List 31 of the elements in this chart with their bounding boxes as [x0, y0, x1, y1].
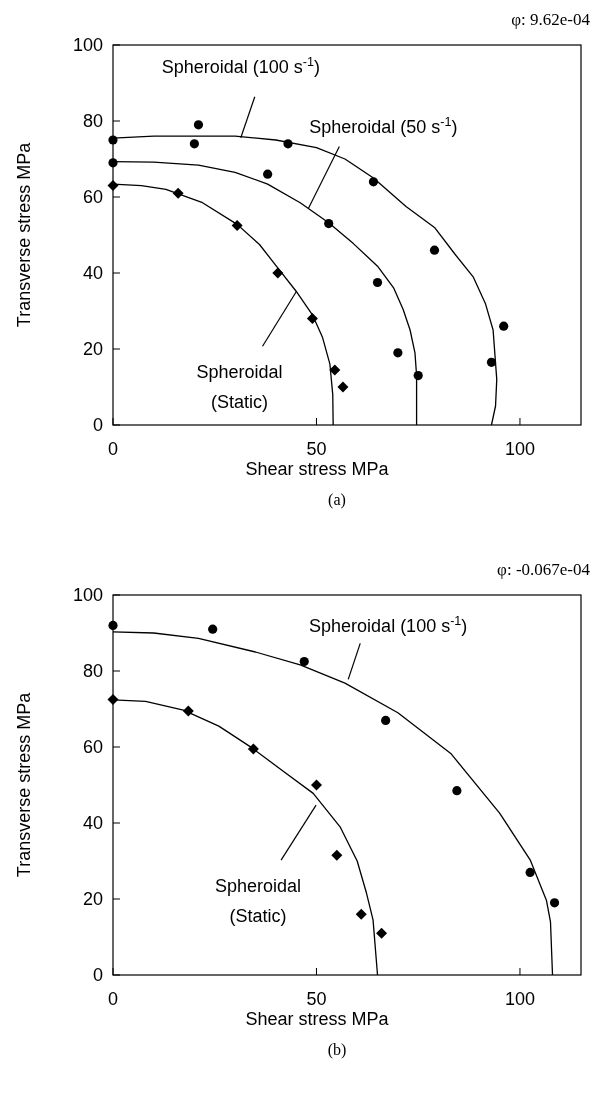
y-tick-label: 100 — [72, 585, 103, 605]
chart-title: φ: -0.067e-04 — [497, 560, 591, 579]
y-tick-label: 20 — [82, 889, 103, 909]
y-tick-label: 40 — [82, 263, 103, 283]
x-tick-label: 100 — [504, 989, 535, 1009]
text: (b) — [327, 1041, 347, 1059]
y-tick-label: 80 — [82, 111, 103, 131]
x-axis-title: Shear stress MPa — [245, 459, 390, 479]
x-axis-title: Shear stress MPa — [245, 1009, 390, 1029]
annotation: Spheroidal (Static) — [196, 362, 283, 413]
y-tick-label: 0 — [92, 965, 103, 985]
y-tick-label: 60 — [82, 737, 103, 757]
y-axis-title: Transverse stress MPa — [14, 141, 34, 328]
x-tick-label: 0 — [107, 439, 119, 459]
chart-title: φ: 9.62e-04 — [511, 10, 591, 29]
y-tick-label: 60 — [82, 187, 103, 207]
text: (a) — [328, 491, 346, 509]
y-axis-title: Transverse stress MPa — [14, 691, 34, 878]
y-tick-label: 20 — [82, 339, 103, 359]
y-tick-label: 0 — [92, 415, 103, 435]
x-tick-label: 50 — [306, 989, 327, 1009]
annotation: Spheroidal (50 s$^{-1}$) — [309, 115, 458, 138]
x-tick-label: 0 — [107, 989, 119, 1009]
y-tick-label: 40 — [82, 813, 103, 833]
y-tick-label: 100 — [72, 35, 103, 55]
annotation: Spheroidal (100 s$^{-1}$) — [161, 54, 320, 77]
y-tick-label: 80 — [82, 661, 103, 681]
annotation: Spheroidal (Static) — [215, 876, 302, 927]
x-tick-label: 50 — [306, 439, 327, 459]
x-tick-label: 100 — [504, 439, 535, 459]
annotation: Spheroidal (100 s$^{-1}$) — [309, 614, 468, 637]
